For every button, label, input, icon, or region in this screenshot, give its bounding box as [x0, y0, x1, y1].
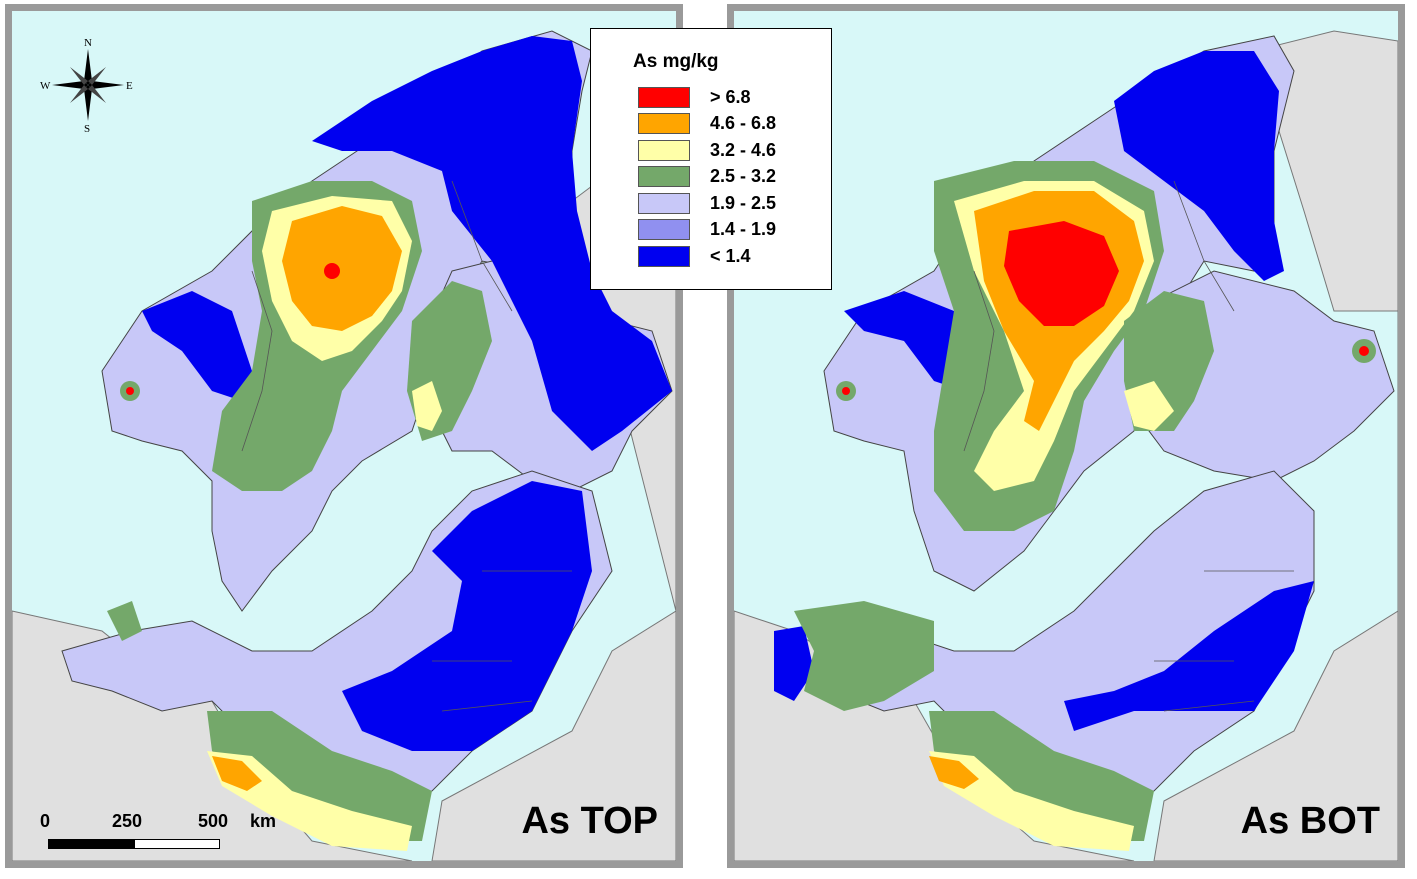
legend-row: 2.5 - 3.2: [638, 166, 776, 188]
hotspot-norway-core: [126, 387, 134, 395]
compass-e: E: [126, 80, 133, 92]
scale-label-500: 500: [198, 811, 229, 831]
region-west-low: [774, 626, 814, 701]
region-norway-low: [142, 291, 252, 401]
scale-label-250: 250: [112, 811, 143, 831]
legend-label: 1.4 - 1.9: [710, 219, 777, 239]
legend: As mg/kg > 6.8 4.6 - 6.8 3.2 - 4.6 2.5 - 3.…: [590, 28, 832, 290]
region-east-low: [1064, 581, 1314, 731]
legend-row: > 6.8: [638, 86, 751, 108]
legend-row: 1.9 - 2.5: [638, 192, 776, 214]
region-poland-green: [207, 711, 432, 841]
compass-w: W: [40, 80, 51, 92]
map-panel-bot: As BOT: [727, 4, 1405, 868]
region-poland-yellow: [207, 751, 412, 851]
country-borders: [963, 180, 1294, 712]
region-north-low: [312, 36, 672, 451]
legend-label: < 1.4: [710, 245, 751, 266]
region-baltics-low: [342, 481, 592, 751]
region-poland-orange: [212, 756, 262, 791]
panel-title-bot: As BOT: [1240, 800, 1380, 842]
scale-label-0: 0: [40, 811, 51, 831]
legend-label: 3.2 - 4.6: [710, 139, 777, 160]
region-denmark-green: [107, 601, 142, 641]
scale-unit: km: [250, 811, 277, 831]
hotspot-east-core: [1359, 346, 1369, 356]
legend-swatch: [638, 166, 690, 187]
region-poland-orange: [929, 756, 979, 789]
region-finland-yellow: [1124, 381, 1174, 431]
legend-swatch: [638, 139, 690, 161]
compass-rose: N S E W: [40, 37, 133, 133]
scale-segment-1: [48, 839, 134, 849]
legend-row: 3.2 - 4.6: [638, 139, 776, 161]
region-poland-green: [929, 711, 1154, 841]
panel-title-top: As TOP: [521, 800, 658, 842]
legend-row: 4.6 - 6.8: [638, 113, 776, 135]
scale-bar: 0 250 500 km: [40, 811, 320, 859]
map-bot: [734, 30, 1398, 861]
compass-n: N: [84, 37, 92, 49]
hotspot-norway-core: [842, 387, 850, 395]
compass-s: S: [84, 123, 90, 133]
legend-title: As mg/kg: [633, 51, 719, 72]
region-finland-yellow: [412, 381, 442, 431]
region-sweden-orange: [282, 206, 402, 331]
country-borders: [241, 180, 572, 712]
map-top: [12, 30, 676, 861]
legend-swatch: [638, 113, 690, 134]
region-norway-low: [844, 291, 974, 391]
legend-label: 1.9 - 2.5: [710, 192, 777, 213]
legend-swatch: [638, 245, 690, 267]
legend-swatch: [638, 86, 690, 108]
region-germany-green: [794, 601, 934, 711]
region-sweden-red: [1004, 221, 1119, 326]
hotspot-red: [324, 263, 340, 279]
region-poland-yellow: [929, 751, 1134, 851]
legend-swatch: [638, 219, 690, 240]
legend-row: < 1.4: [638, 245, 751, 267]
legend-label: 2.5 - 3.2: [710, 166, 777, 186]
legend-label: > 6.8: [710, 86, 751, 107]
legend-swatch: [638, 192, 690, 214]
land-outside-east: [1153, 30, 1398, 861]
region-north-low: [1114, 51, 1284, 281]
scale-segment-2: [134, 839, 220, 849]
legend-row: 1.4 - 1.9: [638, 219, 776, 241]
map-panel-top: N S E W 0 250 500 km As TOP: [5, 4, 683, 868]
legend-label: 4.6 - 6.8: [710, 113, 777, 133]
